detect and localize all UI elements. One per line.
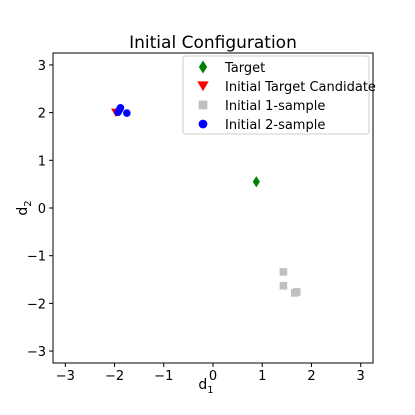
legend-label-initial-target-candidate: Initial Target Candidate <box>225 80 376 95</box>
y-axis-label: d2 <box>15 200 34 215</box>
y-tick-label: −3 <box>27 345 46 360</box>
initial-1-sample-point <box>292 288 301 296</box>
y-tick-label: 0 <box>38 202 46 217</box>
chart-title: Initial Configuration <box>129 33 297 53</box>
y-tick-label: −2 <box>27 297 46 312</box>
y-tick-label: 3 <box>38 59 46 74</box>
y-tick-label: 1 <box>38 154 46 169</box>
x-tick-label: −2 <box>105 369 124 384</box>
legend-marker-initial-1-sample <box>198 100 208 110</box>
legend-marker-target <box>198 60 208 74</box>
legend-label-initial-1-sample: Initial 1-sample <box>225 99 325 114</box>
x-tick-label: −1 <box>154 369 173 384</box>
legend: Target Initial Target Candidate Initial 1-… <box>182 55 376 135</box>
y-axis-ticks: −3 −2 −1 0 1 2 3 <box>27 59 53 360</box>
legend-label-initial-2-sample: Initial 2-sample <box>225 118 325 133</box>
y-tick-label: −1 <box>27 250 46 265</box>
legend-marker-initial-2-sample <box>198 119 208 129</box>
x-axis-label: d1 <box>198 377 213 396</box>
initial-1-sample-point <box>279 281 288 290</box>
y-tick-label: 2 <box>38 107 46 122</box>
initial-2-sample-point <box>114 108 122 116</box>
x-tick-label: 1 <box>258 369 266 384</box>
initial-1-sample-point <box>279 268 288 276</box>
x-tick-label: 2 <box>307 369 315 384</box>
legend-box <box>182 55 370 135</box>
x-axis-ticks: −3 −2 −1 0 1 2 3 <box>56 363 365 384</box>
target-point <box>252 176 260 188</box>
legend-label-target: Target <box>224 61 265 76</box>
initial-2-sample-point <box>123 109 131 117</box>
x-tick-label: 3 <box>357 369 365 384</box>
x-tick-label: 0 <box>209 369 217 384</box>
legend-marker-initial-target-candidate <box>197 81 209 92</box>
x-tick-label: −3 <box>56 369 75 384</box>
data-points <box>111 104 301 297</box>
